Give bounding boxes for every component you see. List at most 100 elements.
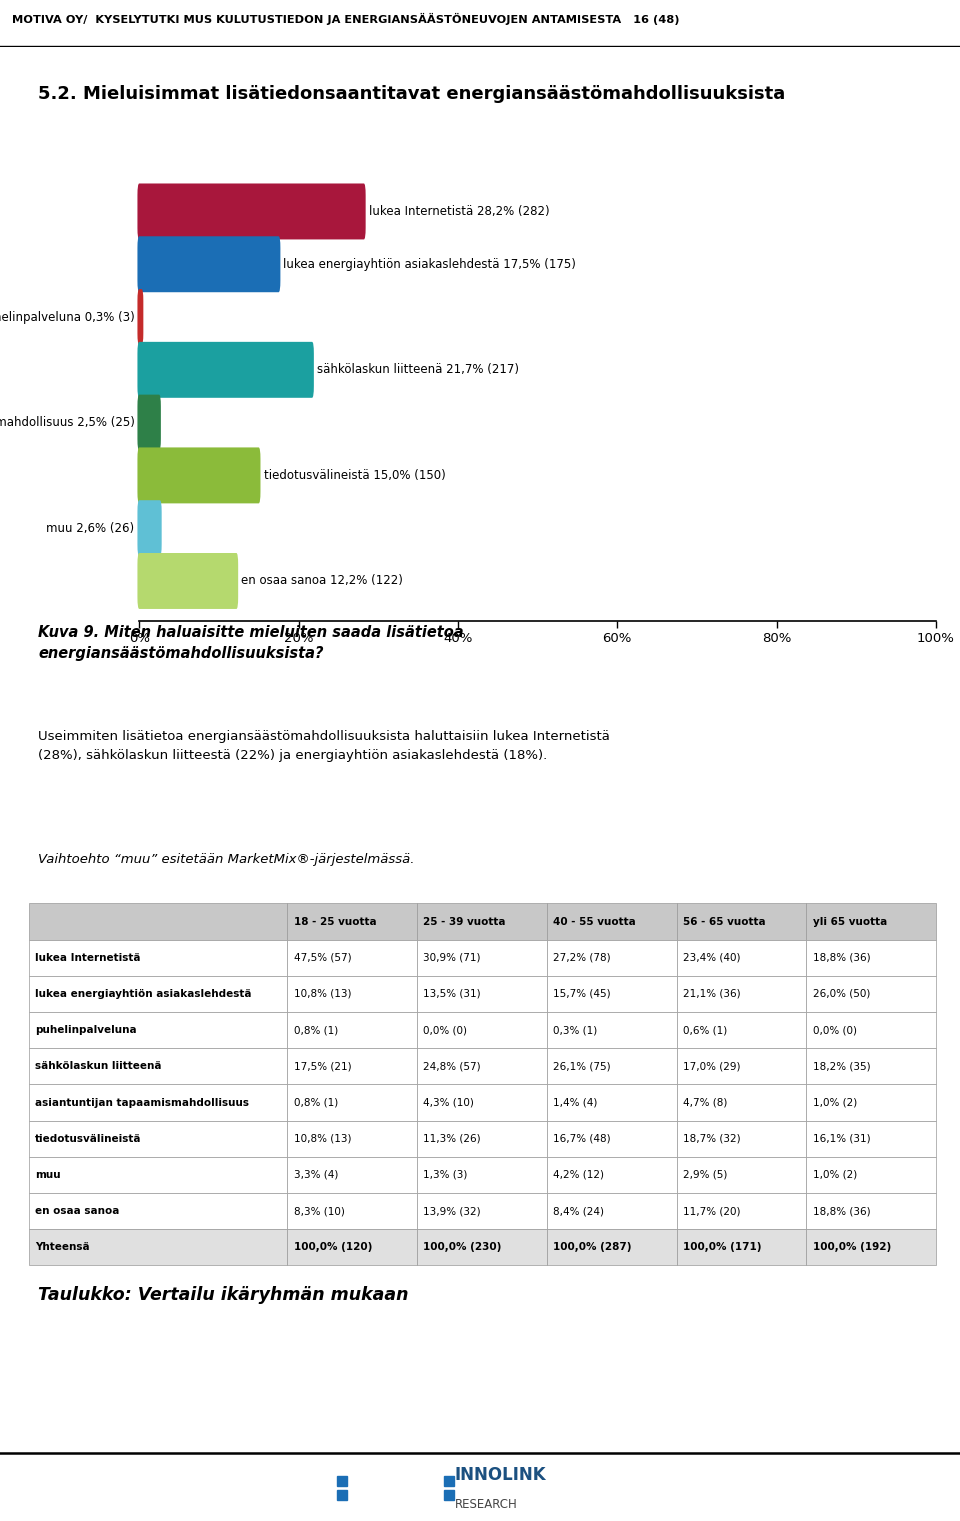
Bar [547,976,677,1011]
Bar [806,1084,936,1121]
Text: 26,1% (75): 26,1% (75) [553,1062,611,1071]
Text: 16,7% (48): 16,7% (48) [553,1133,611,1144]
Bar [29,1011,287,1048]
Text: Useimmiten lisätietoa energiansäästömahdollisuuksista haluttaisiin lukea Interne: Useimmiten lisätietoa energiansäästömahd… [38,730,611,762]
Bar [806,976,936,1011]
Text: lukea Internetistä: lukea Internetistä [36,952,141,963]
Bar [417,1048,547,1084]
Text: 21,1% (36): 21,1% (36) [683,989,740,999]
Bar [547,1121,677,1157]
FancyBboxPatch shape [137,342,314,399]
Bar [677,1011,806,1048]
Text: 18,7% (32): 18,7% (32) [683,1133,740,1144]
Bar [806,1048,936,1084]
Text: 56 - 65 vuotta: 56 - 65 vuotta [683,917,765,926]
Text: 40 - 55 vuotta: 40 - 55 vuotta [553,917,636,926]
Bar [677,1229,806,1265]
Bar [547,1229,677,1265]
Text: 18 - 25 vuotta: 18 - 25 vuotta [294,917,376,926]
Bar [287,903,417,940]
Bar [417,1192,547,1229]
Bar [417,1229,547,1265]
Bar [806,1121,936,1157]
Bar [806,940,936,976]
FancyBboxPatch shape [137,500,161,557]
FancyBboxPatch shape [137,289,143,345]
Text: 13,9% (32): 13,9% (32) [423,1206,481,1217]
Bar [806,1011,936,1048]
Text: 0,8% (1): 0,8% (1) [294,1025,338,1036]
Bar [287,1084,417,1121]
Bar [29,1192,287,1229]
FancyBboxPatch shape [137,554,238,608]
Bar [287,1157,417,1192]
Bar [287,1011,417,1048]
Bar [677,1192,806,1229]
Bar [287,976,417,1011]
Text: lukea energiayhtiön asiakaslehdestä 17,5% (175): lukea energiayhtiön asiakaslehdestä 17,5… [283,257,576,271]
Text: 1,3% (3): 1,3% (3) [423,1170,468,1180]
Bar [547,1192,677,1229]
Bar [29,1229,287,1265]
Text: sähkölaskun liitteenä: sähkölaskun liitteenä [36,1062,161,1071]
FancyBboxPatch shape [137,236,280,292]
Text: 18,8% (36): 18,8% (36) [812,952,871,963]
Text: 18,2% (35): 18,2% (35) [812,1062,871,1071]
Text: 17,5% (21): 17,5% (21) [294,1062,351,1071]
Text: 11,3% (26): 11,3% (26) [423,1133,481,1144]
Text: 26,0% (50): 26,0% (50) [812,989,870,999]
Bar [547,1084,677,1121]
Bar [677,976,806,1011]
Text: 24,8% (57): 24,8% (57) [423,1062,481,1071]
Text: 100,0% (120): 100,0% (120) [294,1243,372,1252]
Bar [677,1121,806,1157]
Text: 15,7% (45): 15,7% (45) [553,989,611,999]
Text: Vaihtoehto “muu” esitetään MarketMix®-järjestelmässä.: Vaihtoehto “muu” esitetään MarketMix®-jä… [38,853,415,865]
Text: MOTIVA OY/  KYSELYTUTKI MUS KULUTUSTIEDON JA ENERGIANSÄÄSTÖNEUVOJEN ANTAMISESTA : MOTIVA OY/ KYSELYTUTKI MUS KULUTUSTIEDON… [12,12,679,24]
Text: 27,2% (78): 27,2% (78) [553,952,611,963]
Text: 10,8% (13): 10,8% (13) [294,989,351,999]
Bar [29,1121,287,1157]
Text: 4,3% (10): 4,3% (10) [423,1098,474,1107]
FancyBboxPatch shape [137,394,161,450]
Text: 0,3% (1): 0,3% (1) [553,1025,597,1036]
Text: 25 - 39 vuotta: 25 - 39 vuotta [423,917,506,926]
Text: 5.2. Mieluisimmat lisätiedonsaantitavat energiansäästömahdollisuuksista: 5.2. Mieluisimmat lisätiedonsaantitavat … [38,85,785,103]
Text: 4,2% (12): 4,2% (12) [553,1170,604,1180]
Text: muu: muu [36,1170,60,1180]
Bar [287,940,417,976]
Text: sähkölaskun liitteenä 21,7% (217): sähkölaskun liitteenä 21,7% (217) [317,364,519,376]
Text: 0,0% (0): 0,0% (0) [812,1025,856,1036]
Text: 18,8% (36): 18,8% (36) [812,1206,871,1217]
Text: asiantuntijan tapaamismahdollisuus: asiantuntijan tapaamismahdollisuus [36,1098,250,1107]
Text: lukea energiayhtiön asiakaslehdestä: lukea energiayhtiön asiakaslehdestä [36,989,252,999]
Bar [806,1157,936,1192]
Bar [29,976,287,1011]
Text: Taulukko: Vertailu ikäryhmän mukaan: Taulukko: Vertailu ikäryhmän mukaan [38,1287,409,1303]
Text: 11,7% (20): 11,7% (20) [683,1206,740,1217]
Bar [287,1229,417,1265]
Text: 8,4% (24): 8,4% (24) [553,1206,604,1217]
Bar [547,1011,677,1048]
Bar [677,1048,806,1084]
Bar [806,1192,936,1229]
Bar [29,1048,287,1084]
Text: 10,8% (13): 10,8% (13) [294,1133,351,1144]
Bar [806,903,936,940]
Bar [547,1048,677,1084]
Bar [417,903,547,940]
Bar [29,1157,287,1192]
Text: 100,0% (287): 100,0% (287) [553,1243,632,1252]
Text: 1,0% (2): 1,0% (2) [812,1170,857,1180]
Text: 4,7% (8): 4,7% (8) [683,1098,728,1107]
Text: muu 2,6% (26): muu 2,6% (26) [46,522,134,535]
Text: 17,0% (29): 17,0% (29) [683,1062,740,1071]
Text: puhelinpalveluna 0,3% (3): puhelinpalveluna 0,3% (3) [0,310,134,324]
Text: 100,0% (171): 100,0% (171) [683,1243,761,1252]
Text: 0,8% (1): 0,8% (1) [294,1098,338,1107]
Text: 1,0% (2): 1,0% (2) [812,1098,857,1107]
Text: lukea Internetistä 28,2% (282): lukea Internetistä 28,2% (282) [369,205,549,218]
Bar [806,1229,936,1265]
Bar [417,1121,547,1157]
Bar [677,1084,806,1121]
